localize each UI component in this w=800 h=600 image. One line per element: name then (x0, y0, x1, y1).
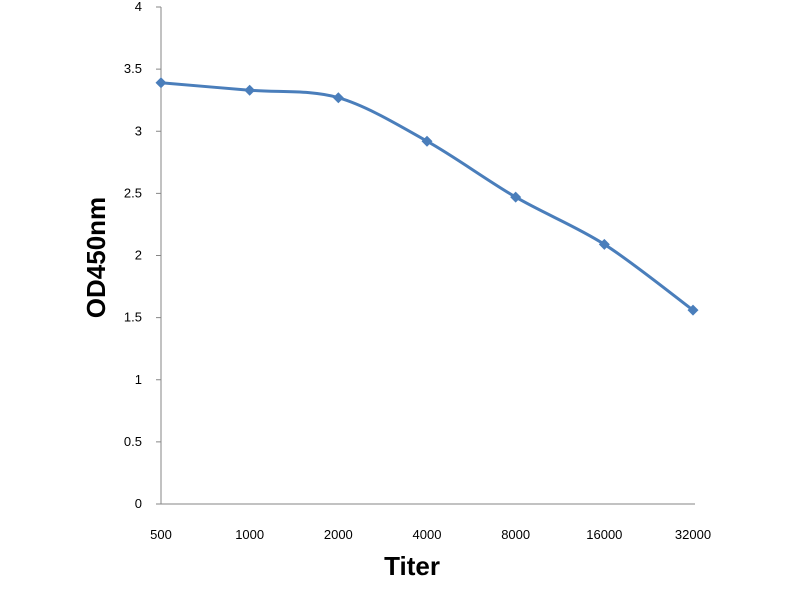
x-tick-label: 500 (150, 527, 172, 542)
y-tick-label: 4 (135, 0, 142, 14)
y-axis-title: OD450nm (81, 197, 111, 318)
y-tick-label: 0.5 (124, 434, 142, 449)
x-tick-label: 16000 (586, 527, 622, 542)
x-tick-label: 2000 (324, 527, 353, 542)
data-point-marker (332, 92, 344, 104)
x-axis-title: Titer (384, 551, 440, 581)
data-point-marker (687, 304, 699, 316)
x-tick-label: 32000 (675, 527, 711, 542)
data-point-marker (510, 191, 522, 203)
data-point-marker (155, 77, 167, 89)
x-ticks: 500 1000 2000 4000 8000 16000 32000 (150, 527, 711, 542)
axes (160, 7, 695, 505)
y-tick-label: 0 (135, 496, 142, 511)
y-tick-label: 1.5 (124, 310, 142, 325)
data-point-marker (244, 84, 256, 96)
y-tick-label: 3.5 (124, 61, 142, 76)
data-point-marker (421, 135, 433, 147)
series-line (159, 81, 695, 312)
x-tick-label: 1000 (235, 527, 264, 542)
x-tick-label: 8000 (501, 527, 530, 542)
data-point-marker (598, 238, 610, 250)
y-tick-label: 1 (135, 372, 142, 387)
x-tick-label: 4000 (413, 527, 442, 542)
series-layer (155, 77, 699, 316)
y-tick-label: 3 (135, 123, 142, 138)
y-ticks: 0 0.5 1 1.5 2 2.5 3 3.5 4 (124, 0, 161, 511)
y-tick-label: 2 (135, 248, 142, 263)
y-tick-label: 2.5 (124, 185, 142, 200)
